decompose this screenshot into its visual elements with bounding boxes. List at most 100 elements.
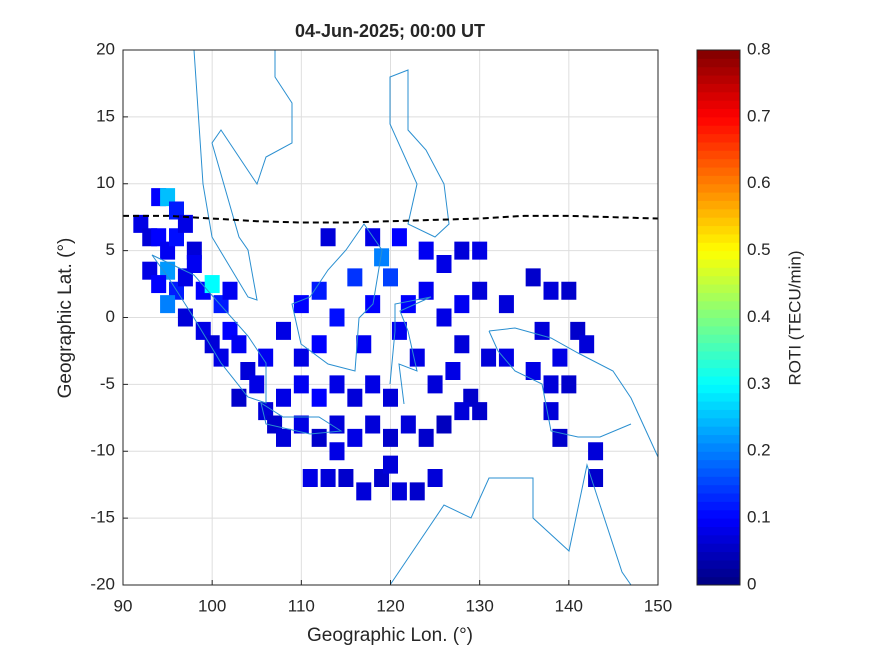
roti-cell	[347, 268, 363, 287]
roti-cell	[302, 469, 318, 487]
roti-cell	[293, 295, 309, 314]
colorbar-step	[697, 417, 740, 427]
colorbar-step	[697, 350, 740, 360]
colorbar-step	[697, 66, 740, 76]
roti-cell	[391, 228, 407, 247]
colorbar-step	[697, 392, 740, 402]
roti-cell	[329, 415, 345, 434]
coastline	[389, 463, 632, 586]
colorbar-step	[697, 534, 740, 544]
colorbar-step	[697, 225, 740, 235]
colorbar-step	[697, 518, 740, 527]
roti-cell	[383, 428, 398, 447]
roti-cell	[400, 415, 416, 434]
roti-cell	[311, 428, 327, 447]
colorbar-step	[697, 576, 740, 586]
roti-cell	[579, 335, 595, 354]
colorbar-step	[697, 200, 740, 210]
colorbar	[697, 50, 740, 586]
grid	[122, 49, 659, 586]
colorbar-step	[697, 459, 740, 469]
roti-cell	[222, 281, 238, 300]
chart-title: 04-Jun-2025; 00:00 UT	[295, 21, 485, 41]
colorbar-step	[697, 317, 740, 327]
plot-frame	[122, 49, 659, 586]
colorbar-step	[697, 551, 740, 561]
roti-cell	[276, 388, 291, 407]
colorbar-step	[697, 75, 740, 84]
roti-cell	[436, 415, 452, 434]
roti-cell	[347, 388, 363, 407]
roti-cell	[427, 469, 443, 487]
colorbar-step	[697, 309, 740, 318]
roti-cell	[418, 281, 434, 300]
colorbar-step	[697, 543, 740, 553]
colorbar-tick-label: 0	[747, 574, 756, 593]
x-tick-label: 140	[555, 596, 583, 615]
roti-cell	[427, 375, 443, 394]
cells	[133, 188, 604, 501]
roti-cell	[552, 348, 568, 367]
y-tick-label: -20	[90, 574, 115, 593]
roti-cell	[374, 248, 390, 267]
colorbar-step	[697, 334, 740, 344]
coastline	[151, 254, 267, 404]
colorbar-step	[697, 100, 740, 110]
roti-cell	[311, 281, 327, 300]
roti-cell	[481, 348, 497, 367]
roti-cell	[525, 268, 541, 287]
x-tick-label: 100	[198, 596, 226, 615]
y-tick-label: 15	[96, 106, 115, 125]
roti-cell	[186, 255, 202, 273]
colorbar-step	[697, 250, 740, 260]
x-tick-label: 90	[114, 596, 133, 615]
colorbar-tick-label: 0.1	[747, 508, 771, 527]
roti-cell	[418, 241, 434, 260]
colorbar-step	[697, 116, 740, 126]
roti-cell	[160, 295, 176, 314]
colorbar-tick-label: 0.5	[747, 240, 771, 259]
roti-cell	[525, 362, 541, 380]
colorbar-step	[697, 300, 740, 310]
roti-cell	[383, 268, 398, 287]
roti-cell	[329, 442, 345, 461]
roti-cell	[472, 281, 488, 300]
colorbar-step	[697, 183, 740, 193]
roti-cell	[338, 469, 354, 487]
roti-cell	[320, 469, 336, 487]
colorbar-step	[697, 292, 740, 302]
roti-cell	[498, 348, 514, 367]
roti-cell	[409, 348, 425, 367]
colorbar-tick-label: 0.8	[747, 39, 771, 58]
roti-cell	[365, 415, 381, 434]
roti-cell	[231, 335, 247, 354]
roti-cell	[534, 321, 550, 340]
x-axis-label: Geographic Lon. (°)	[307, 625, 473, 646]
roti-cell	[177, 308, 193, 327]
roti-cell	[543, 375, 559, 394]
colorbar-step	[697, 367, 740, 377]
roti-cell	[293, 375, 309, 394]
roti-cell	[311, 335, 327, 354]
roti-cell	[356, 482, 372, 501]
roti-cell	[320, 228, 336, 247]
colorbar-step	[697, 91, 740, 101]
roti-cell	[391, 321, 407, 340]
colorbar-step	[697, 376, 740, 385]
y-tick-label: -15	[90, 508, 115, 527]
y-tick-label: 0	[106, 307, 115, 326]
y-tick-label: 5	[106, 240, 115, 259]
roti-cell	[454, 295, 470, 314]
colorbar-step	[697, 50, 740, 59]
roti-cell	[329, 375, 345, 394]
roti-cell	[177, 214, 193, 233]
colorbar-step	[697, 493, 740, 502]
colorbar-step	[697, 434, 740, 444]
roti-cell	[588, 442, 604, 461]
colorbar-step	[697, 217, 740, 227]
roti-cell	[276, 428, 291, 447]
roti-cell	[543, 281, 559, 300]
roti-cell	[561, 375, 577, 394]
roti-cell	[418, 428, 434, 447]
colorbar-step	[697, 233, 740, 243]
